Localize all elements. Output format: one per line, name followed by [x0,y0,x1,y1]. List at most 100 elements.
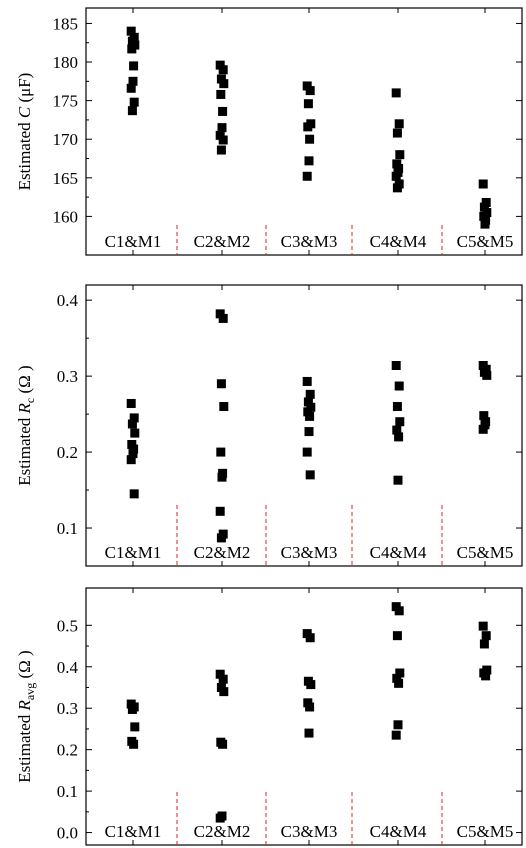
data-point [129,61,139,71]
y-axis-label: Estimated Ravg (Ω ) [15,650,37,782]
data-point [216,379,226,389]
data-point [391,361,401,371]
data-point [126,83,136,93]
data-point [305,86,315,96]
data-point [215,506,225,516]
data-point [395,668,405,678]
data-point [129,97,139,107]
category-label: C1&M1 [105,822,162,841]
data-point [218,135,228,145]
y-tick-label: 160 [53,207,79,226]
data-point [219,79,229,89]
panel-3: 0.0 0.1 0.2 0.3 0.4 0.5 C1&M1 C2&M2 C3&M3 C4&M4 C5… [15,587,523,846]
data-point [129,444,139,454]
plot-frame [85,284,523,567]
data-point [393,720,403,730]
data-point [302,81,312,91]
y-tick-label: 0.1 [57,782,78,801]
data-point [128,449,138,459]
data-point [216,89,226,99]
data-point [215,60,225,70]
data-point [392,631,402,641]
data-point [127,704,137,714]
data-point [481,198,491,208]
category-label: C4&M4 [370,232,427,251]
data-point [217,472,227,482]
category-label: C1&M1 [105,232,162,251]
panel-2: 0.1 0.2 0.3 0.4 C1&M1 C2&M2 C3&M3 C4&M4 C5&M5 Est… [15,284,523,567]
data-point [303,99,313,109]
data-point [218,65,228,75]
data-point [394,381,404,391]
y-tick-label: 0.4 [57,658,79,677]
data-point [391,171,401,181]
y-tick-label: 0.5 [57,616,78,635]
data-point [130,428,140,438]
data-point [305,633,315,643]
data-point [392,402,402,412]
data-point [216,145,226,155]
data-point [392,425,402,435]
data-point [304,728,314,738]
data-point [302,171,312,181]
data-point [479,639,489,649]
data-point [215,813,225,823]
data-point [129,413,139,423]
data-point [303,397,313,407]
data-point [304,156,314,166]
category-label: C2&M2 [194,822,251,841]
data-point [481,671,491,681]
data-point [127,419,137,429]
data-point [303,122,313,132]
data-point [126,398,136,408]
data-point [218,106,228,116]
data-point [478,621,488,631]
data-point [126,455,136,465]
data-point [215,669,225,679]
data-point [480,219,490,229]
category-label: C3&M3 [281,232,338,251]
category-label: C1&M1 [105,543,162,562]
data-point [128,76,138,86]
data-point [394,606,404,616]
data-point [481,631,491,641]
y-tick-label: 175 [53,92,79,111]
data-point [480,420,490,430]
data-point [305,389,315,399]
data-point [302,376,312,386]
y-axis-label: Estimated Rc (Ω ) [15,365,37,485]
data-point [127,439,137,449]
data-point [304,427,314,437]
data-point [478,179,488,189]
data-point [394,119,404,129]
data-point [217,123,227,133]
data-point [215,309,225,319]
category-label: C3&M3 [281,543,338,562]
data-point [394,678,404,688]
data-point [129,489,139,499]
data-point [306,402,316,412]
data-point [127,44,137,54]
data-point [392,183,402,193]
y-tick-label: 0.4 [57,291,79,310]
data-point [130,722,140,732]
plot-frame [85,587,523,846]
data-point [392,673,402,683]
data-point [395,150,405,160]
y-axis-label: Estimated C (μF) [15,73,34,191]
data-point [392,128,402,138]
data-point [219,687,229,697]
data-point [391,88,401,98]
data-point [216,447,226,457]
data-point [305,411,315,421]
data-point [305,702,315,712]
data-point [218,313,228,323]
data-point [394,432,404,442]
data-point [216,533,226,543]
category-label: C4&M4 [370,822,427,841]
category-label: C2&M2 [194,543,251,562]
data-point [215,130,225,140]
data-point [218,674,228,684]
data-point [218,739,228,749]
data-point [303,407,313,417]
